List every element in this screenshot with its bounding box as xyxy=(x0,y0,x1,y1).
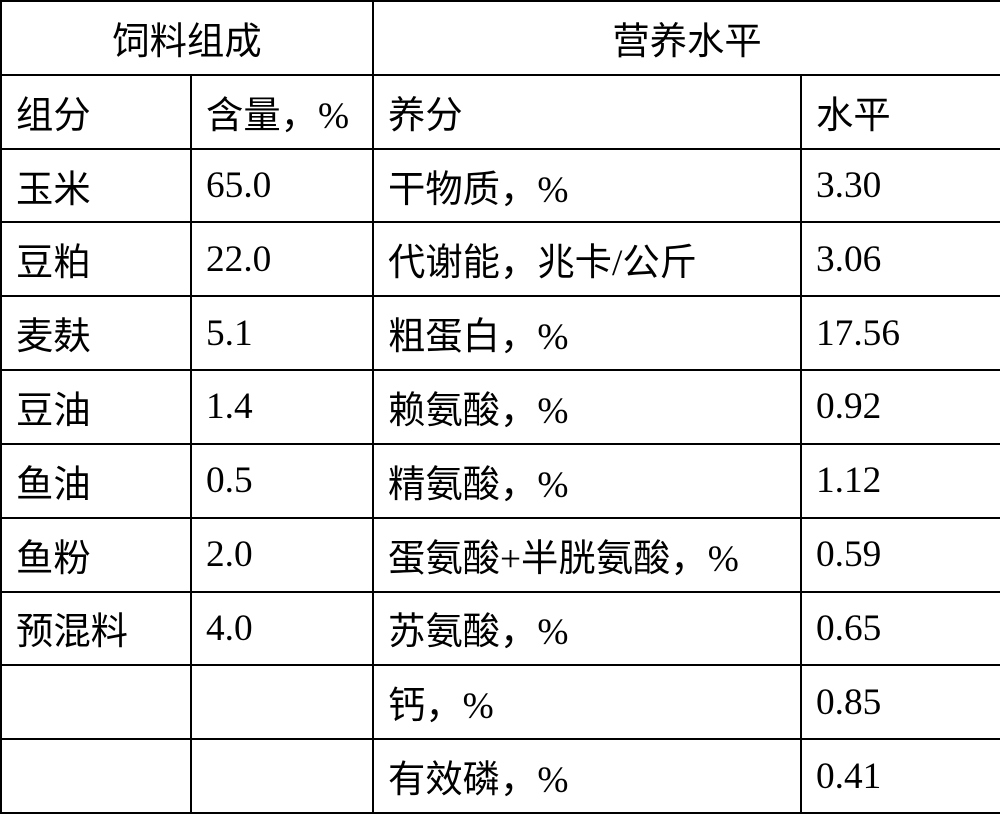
table-row: 麦麸 5.1 粗蛋白，% 17.56 xyxy=(1,296,1000,370)
cell-level: 0.41 xyxy=(801,739,1000,813)
cell-content: 4.0 xyxy=(191,592,373,666)
cell-nutrient: 苏氨酸，% xyxy=(373,592,801,666)
cell-nutrient: 蛋氨酸+半胱氨酸，% xyxy=(373,518,801,592)
table-row: 豆油 1.4 赖氨酸，% 0.92 xyxy=(1,370,1000,444)
table-row: 鱼粉 2.0 蛋氨酸+半胱氨酸，% 0.59 xyxy=(1,518,1000,592)
cell-component xyxy=(1,665,191,739)
cell-level: 0.65 xyxy=(801,592,1000,666)
cell-component: 鱼粉 xyxy=(1,518,191,592)
cell-nutrient: 钙，% xyxy=(373,665,801,739)
cell-content xyxy=(191,665,373,739)
cell-content: 5.1 xyxy=(191,296,373,370)
cell-component: 玉米 xyxy=(1,149,191,223)
cell-component: 豆粕 xyxy=(1,222,191,296)
subheader-nutrient: 养分 xyxy=(373,75,801,149)
cell-component: 豆油 xyxy=(1,370,191,444)
header-right: 营养水平 xyxy=(373,1,1000,75)
table-row: 玉米 65.0 干物质，% 3.30 xyxy=(1,149,1000,223)
table-row: 豆粕 22.0 代谢能，兆卡/公斤 3.06 xyxy=(1,222,1000,296)
table-row: 有效磷，% 0.41 xyxy=(1,739,1000,813)
cell-level: 3.30 xyxy=(801,149,1000,223)
subheader-content: 含量，% xyxy=(191,75,373,149)
table-subheader-row: 组分 含量，% 养分 水平 xyxy=(1,75,1000,149)
cell-content: 1.4 xyxy=(191,370,373,444)
cell-nutrient: 干物质，% xyxy=(373,149,801,223)
cell-nutrient: 精氨酸，% xyxy=(373,444,801,518)
subheader-level: 水平 xyxy=(801,75,1000,149)
table-header-row: 饲料组成 营养水平 xyxy=(1,1,1000,75)
feed-nutrition-table: 饲料组成 营养水平 组分 含量，% 养分 水平 玉米 65.0 干物质，% 3.… xyxy=(0,0,1000,814)
cell-nutrient: 有效磷，% xyxy=(373,739,801,813)
cell-component: 预混料 xyxy=(1,592,191,666)
cell-content xyxy=(191,739,373,813)
table-row: 鱼油 0.5 精氨酸，% 1.12 xyxy=(1,444,1000,518)
cell-level: 17.56 xyxy=(801,296,1000,370)
cell-level: 0.85 xyxy=(801,665,1000,739)
cell-content: 22.0 xyxy=(191,222,373,296)
cell-level: 0.59 xyxy=(801,518,1000,592)
cell-nutrient: 代谢能，兆卡/公斤 xyxy=(373,222,801,296)
cell-component xyxy=(1,739,191,813)
cell-level: 1.12 xyxy=(801,444,1000,518)
table-row: 钙，% 0.85 xyxy=(1,665,1000,739)
cell-nutrient: 赖氨酸，% xyxy=(373,370,801,444)
cell-content: 0.5 xyxy=(191,444,373,518)
cell-component: 鱼油 xyxy=(1,444,191,518)
table-row: 预混料 4.0 苏氨酸，% 0.65 xyxy=(1,592,1000,666)
cell-nutrient: 粗蛋白，% xyxy=(373,296,801,370)
cell-level: 0.92 xyxy=(801,370,1000,444)
subheader-component: 组分 xyxy=(1,75,191,149)
cell-component: 麦麸 xyxy=(1,296,191,370)
header-left: 饲料组成 xyxy=(1,1,373,75)
cell-content: 2.0 xyxy=(191,518,373,592)
cell-level: 3.06 xyxy=(801,222,1000,296)
cell-content: 65.0 xyxy=(191,149,373,223)
